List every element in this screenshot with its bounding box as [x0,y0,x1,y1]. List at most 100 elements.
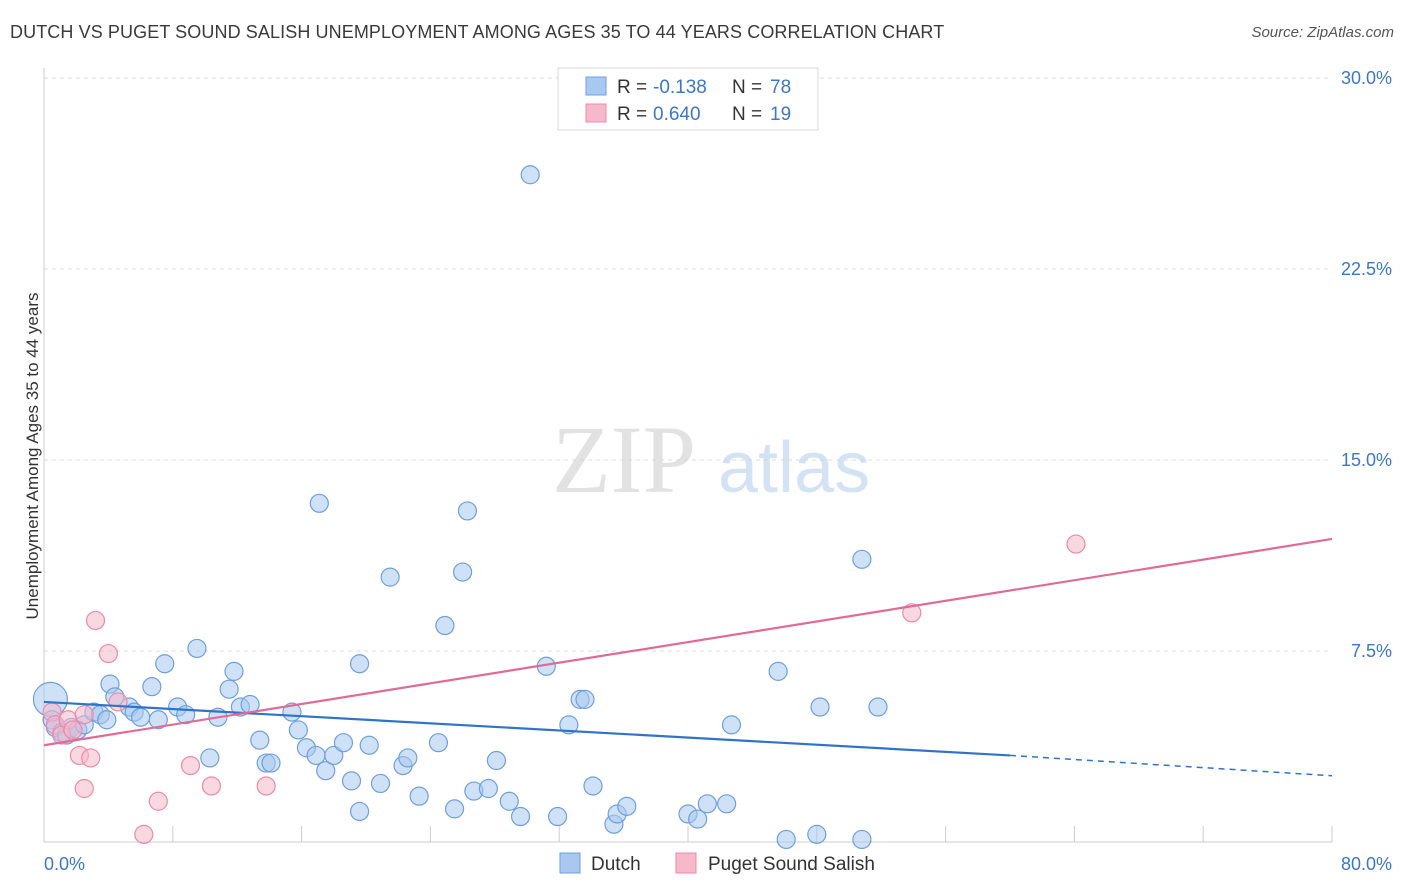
dutch-point [852,549,872,569]
trend-line-puget-sound-salish [43,537,1333,747]
dutch-point [435,615,455,636]
dutch-point [810,697,830,717]
puget-sound-salish-point [180,755,201,776]
dutch-point [316,761,336,781]
top-legend: R = -0.138 N = 78 R = 0.640 N = 19 [557,67,819,131]
dutch-point [309,493,329,513]
dutch-point [868,697,888,717]
trend-line-dutch-extension [1009,754,1333,777]
bottom-legend-label-dutch: Dutch [591,854,641,875]
dutch-point [359,735,379,755]
gridlines [44,77,1332,652]
trend-line-dutch [43,700,1011,757]
dutch-point [97,710,117,730]
dutch-point [807,824,827,844]
dutch-point [717,794,737,814]
legend-pss-r-label: R = [617,104,652,125]
dutch-point [349,801,370,822]
dutch-point [187,638,207,659]
dutch-point [453,562,473,582]
dutch-point [131,707,151,727]
dutch-point [142,677,162,697]
dutch-point [617,796,637,816]
y-tick-labels: 7.5% 15.0% 22.5% 30.0% [1341,68,1392,661]
puget-sound-salish-point [201,776,222,796]
bottom-legend: Dutch Puget Sound Salish [559,852,875,875]
x-tick-label-min: 0.0% [44,854,85,874]
dutch-point [444,799,465,819]
chart-title: DUTCH VS PUGET SOUND SALISH UNEMPLOYMENT… [10,22,945,42]
series-puget-sound-salish-points [42,534,1086,844]
trend-lines [43,537,1333,777]
dutch-point [370,773,391,794]
legend-dutch-r-value: -0.138 [653,77,707,98]
dutch-point [478,778,498,799]
dutch-point [499,791,519,811]
dutch-point [721,715,742,735]
puget-sound-salish-point [74,705,94,725]
dutch-point [324,745,344,766]
dutch-point [520,165,540,185]
bottom-legend-swatch-puget-sound-salish [675,852,697,874]
dutch-point [547,806,568,827]
puget-sound-salish-point [902,603,922,623]
dutch-point [341,771,362,791]
y-tick-label: 30.0% [1341,68,1392,88]
puget-sound-salish-point [85,610,106,631]
dutch-point [575,689,595,709]
puget-sound-salish-point [1066,534,1086,554]
puget-sound-salish-point [148,791,168,811]
x-axis-ticks [172,826,1333,842]
dutch-point [559,715,579,735]
dutch-point [200,748,220,768]
chart-source: Source: ZipAtlas.com [1251,24,1394,41]
bottom-legend-label-puget-sound-salish: Puget Sound Salish [708,854,875,875]
y-axis-label: Unemployment Among Ages 35 to 44 years [23,293,42,620]
dutch-point [486,750,507,771]
dutch-point [148,710,168,730]
series-dutch-points [32,165,888,850]
dutch-point [510,806,531,827]
y-tick-label: 7.5% [1351,641,1392,661]
dutch-point [428,733,449,753]
puget-sound-salish-point [98,643,119,664]
dutch-point [380,567,400,587]
puget-sound-salish-point [108,692,128,712]
legend-pss-r-value: 0.640 [653,104,701,125]
dutch-point [224,661,244,681]
puget-sound-salish-point [63,720,83,740]
legend-dutch-r-label: R = [617,77,652,98]
dutch-point [776,829,796,850]
legend-pss-n-value: 19 [770,104,791,125]
dutch-point [398,748,418,768]
dutch-point [250,730,270,750]
puget-sound-salish-point [134,824,154,844]
y-tick-label: 15.0% [1341,450,1392,470]
dutch-point [697,794,717,814]
dutch-point [583,776,603,796]
puget-sound-salish-point [74,778,94,799]
dutch-point [688,809,708,829]
legend-pss-n-label: N = [732,104,767,125]
legend-swatch-puget-sound-salish [585,103,607,123]
dutch-point [333,733,354,753]
legend-swatch-dutch [585,76,607,96]
dutch-point [288,720,308,740]
legend-dutch-n-value: 78 [770,77,791,98]
bottom-legend-swatch-dutch [559,852,581,874]
dutch-point [155,654,175,674]
watermark-zip: ZIP [552,406,696,513]
puget-sound-salish-point [256,776,276,796]
dutch-point [457,501,478,521]
x-tick-label-max: 80.0% [1341,854,1392,874]
dutch-point [409,786,429,806]
dutch-point [261,753,281,773]
puget-sound-salish-point [81,748,101,768]
dutch-point [349,654,370,674]
y-tick-label: 22.5% [1341,259,1392,279]
dutch-point [768,661,788,681]
watermark-atlas: atlas [718,428,870,508]
legend-dutch-n-label: N = [732,77,767,98]
dutch-point [219,679,239,699]
